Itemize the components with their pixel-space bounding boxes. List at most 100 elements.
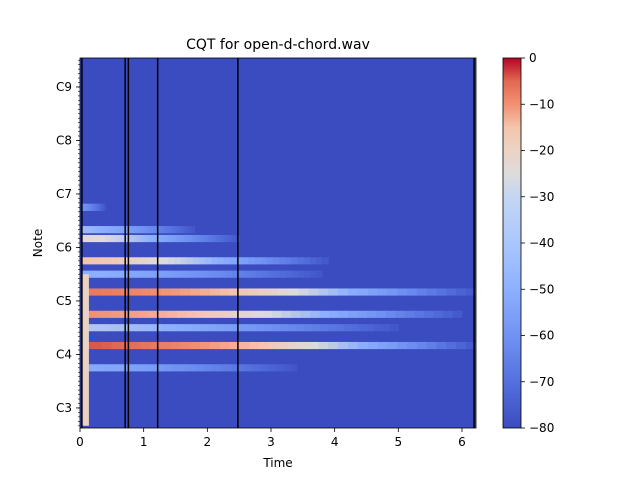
band-segment [161,324,170,332]
band-segment [131,288,142,296]
band-segment [101,203,104,211]
band-segment [308,288,319,296]
band-segment [103,203,105,211]
band-segment [176,324,186,332]
band-segment [84,226,89,234]
band-segment [227,234,232,243]
band-segment [216,364,222,372]
band-segment [232,364,238,372]
band-segment [152,234,158,243]
band-segment [200,324,209,332]
band-segment [135,270,143,278]
band-segment [259,341,270,350]
band-segment [275,364,281,372]
band-segment [377,288,388,296]
band-segment [446,288,457,296]
band-segment [308,341,319,350]
band-segment [214,310,225,318]
band-segment [157,226,162,234]
band-segment [357,310,368,318]
band-segment [98,203,101,211]
band-a3 [81,364,297,372]
band-segment [376,310,387,318]
band-segment [291,364,297,372]
band-segment [367,288,378,296]
band-segment [160,226,165,234]
band-segment [87,226,91,234]
band-a4 [81,310,463,318]
band-segment [112,257,120,265]
band-segment [102,203,104,211]
band-segment [87,270,95,278]
band-segment [184,324,194,332]
band-segment [338,310,349,318]
band-segment [183,364,190,372]
band-segment [291,270,299,278]
band-segment [143,226,148,234]
band-segment [191,226,196,234]
band-segment [269,341,280,350]
band-segment [155,257,163,265]
band-segment [109,234,114,243]
band-segment [466,288,476,296]
band-segment [92,364,99,372]
band-segment [162,364,169,372]
band-segment [209,288,221,296]
band-segment [194,364,201,372]
band-segment [113,234,118,243]
y-axis-title: Note [31,229,45,257]
band-segment [164,234,169,243]
band-segment [132,226,136,234]
band-segment [89,203,91,211]
band-segment [233,310,244,318]
band-segment [224,324,233,332]
band-segment [155,226,159,234]
band-segment [96,203,98,211]
band-segment [101,203,103,211]
band-segment [183,226,187,234]
band-segment [180,257,188,265]
band-segment [377,341,388,350]
band-a6 [81,203,106,211]
band-segment [96,203,98,211]
band-segment [88,203,91,211]
band-segment [90,203,92,211]
band-segment [433,310,444,318]
band-segment [285,270,293,278]
band-segment [100,203,102,211]
colorbar-ticks: 0 −10 −20 −30 −40 −50 −60 −70 −80 [521,51,554,435]
band-segment [221,364,228,372]
band-segment [110,310,121,318]
band-segment [456,341,467,350]
band-segment [407,341,418,350]
band-segment [172,226,176,234]
band-segment [287,324,296,332]
band-segment [195,310,206,318]
band-segment [397,341,408,350]
band-segment [176,234,181,243]
band-segment [94,203,96,211]
band-segment [279,324,289,332]
band-segment [278,341,290,350]
band-segment [161,257,169,265]
spectrogram [80,58,476,428]
band-segment [166,226,170,234]
band-d4 [81,341,476,350]
y-tick-label: C4 [56,347,72,361]
band-segment [141,270,149,278]
band-segment [121,234,126,243]
x-tick-label: 4 [331,435,339,449]
colorbar-tick-label: −40 [529,236,554,250]
band-segment [219,234,224,243]
band-segment [215,234,221,243]
band-segment [159,270,167,278]
band-segment [160,341,172,350]
band-segment [110,226,114,234]
band-segment [390,324,399,332]
band-segment [83,203,85,211]
band-segment [300,310,311,318]
band-segment [229,288,241,296]
band-segment [91,203,93,211]
band-segment [442,310,453,318]
